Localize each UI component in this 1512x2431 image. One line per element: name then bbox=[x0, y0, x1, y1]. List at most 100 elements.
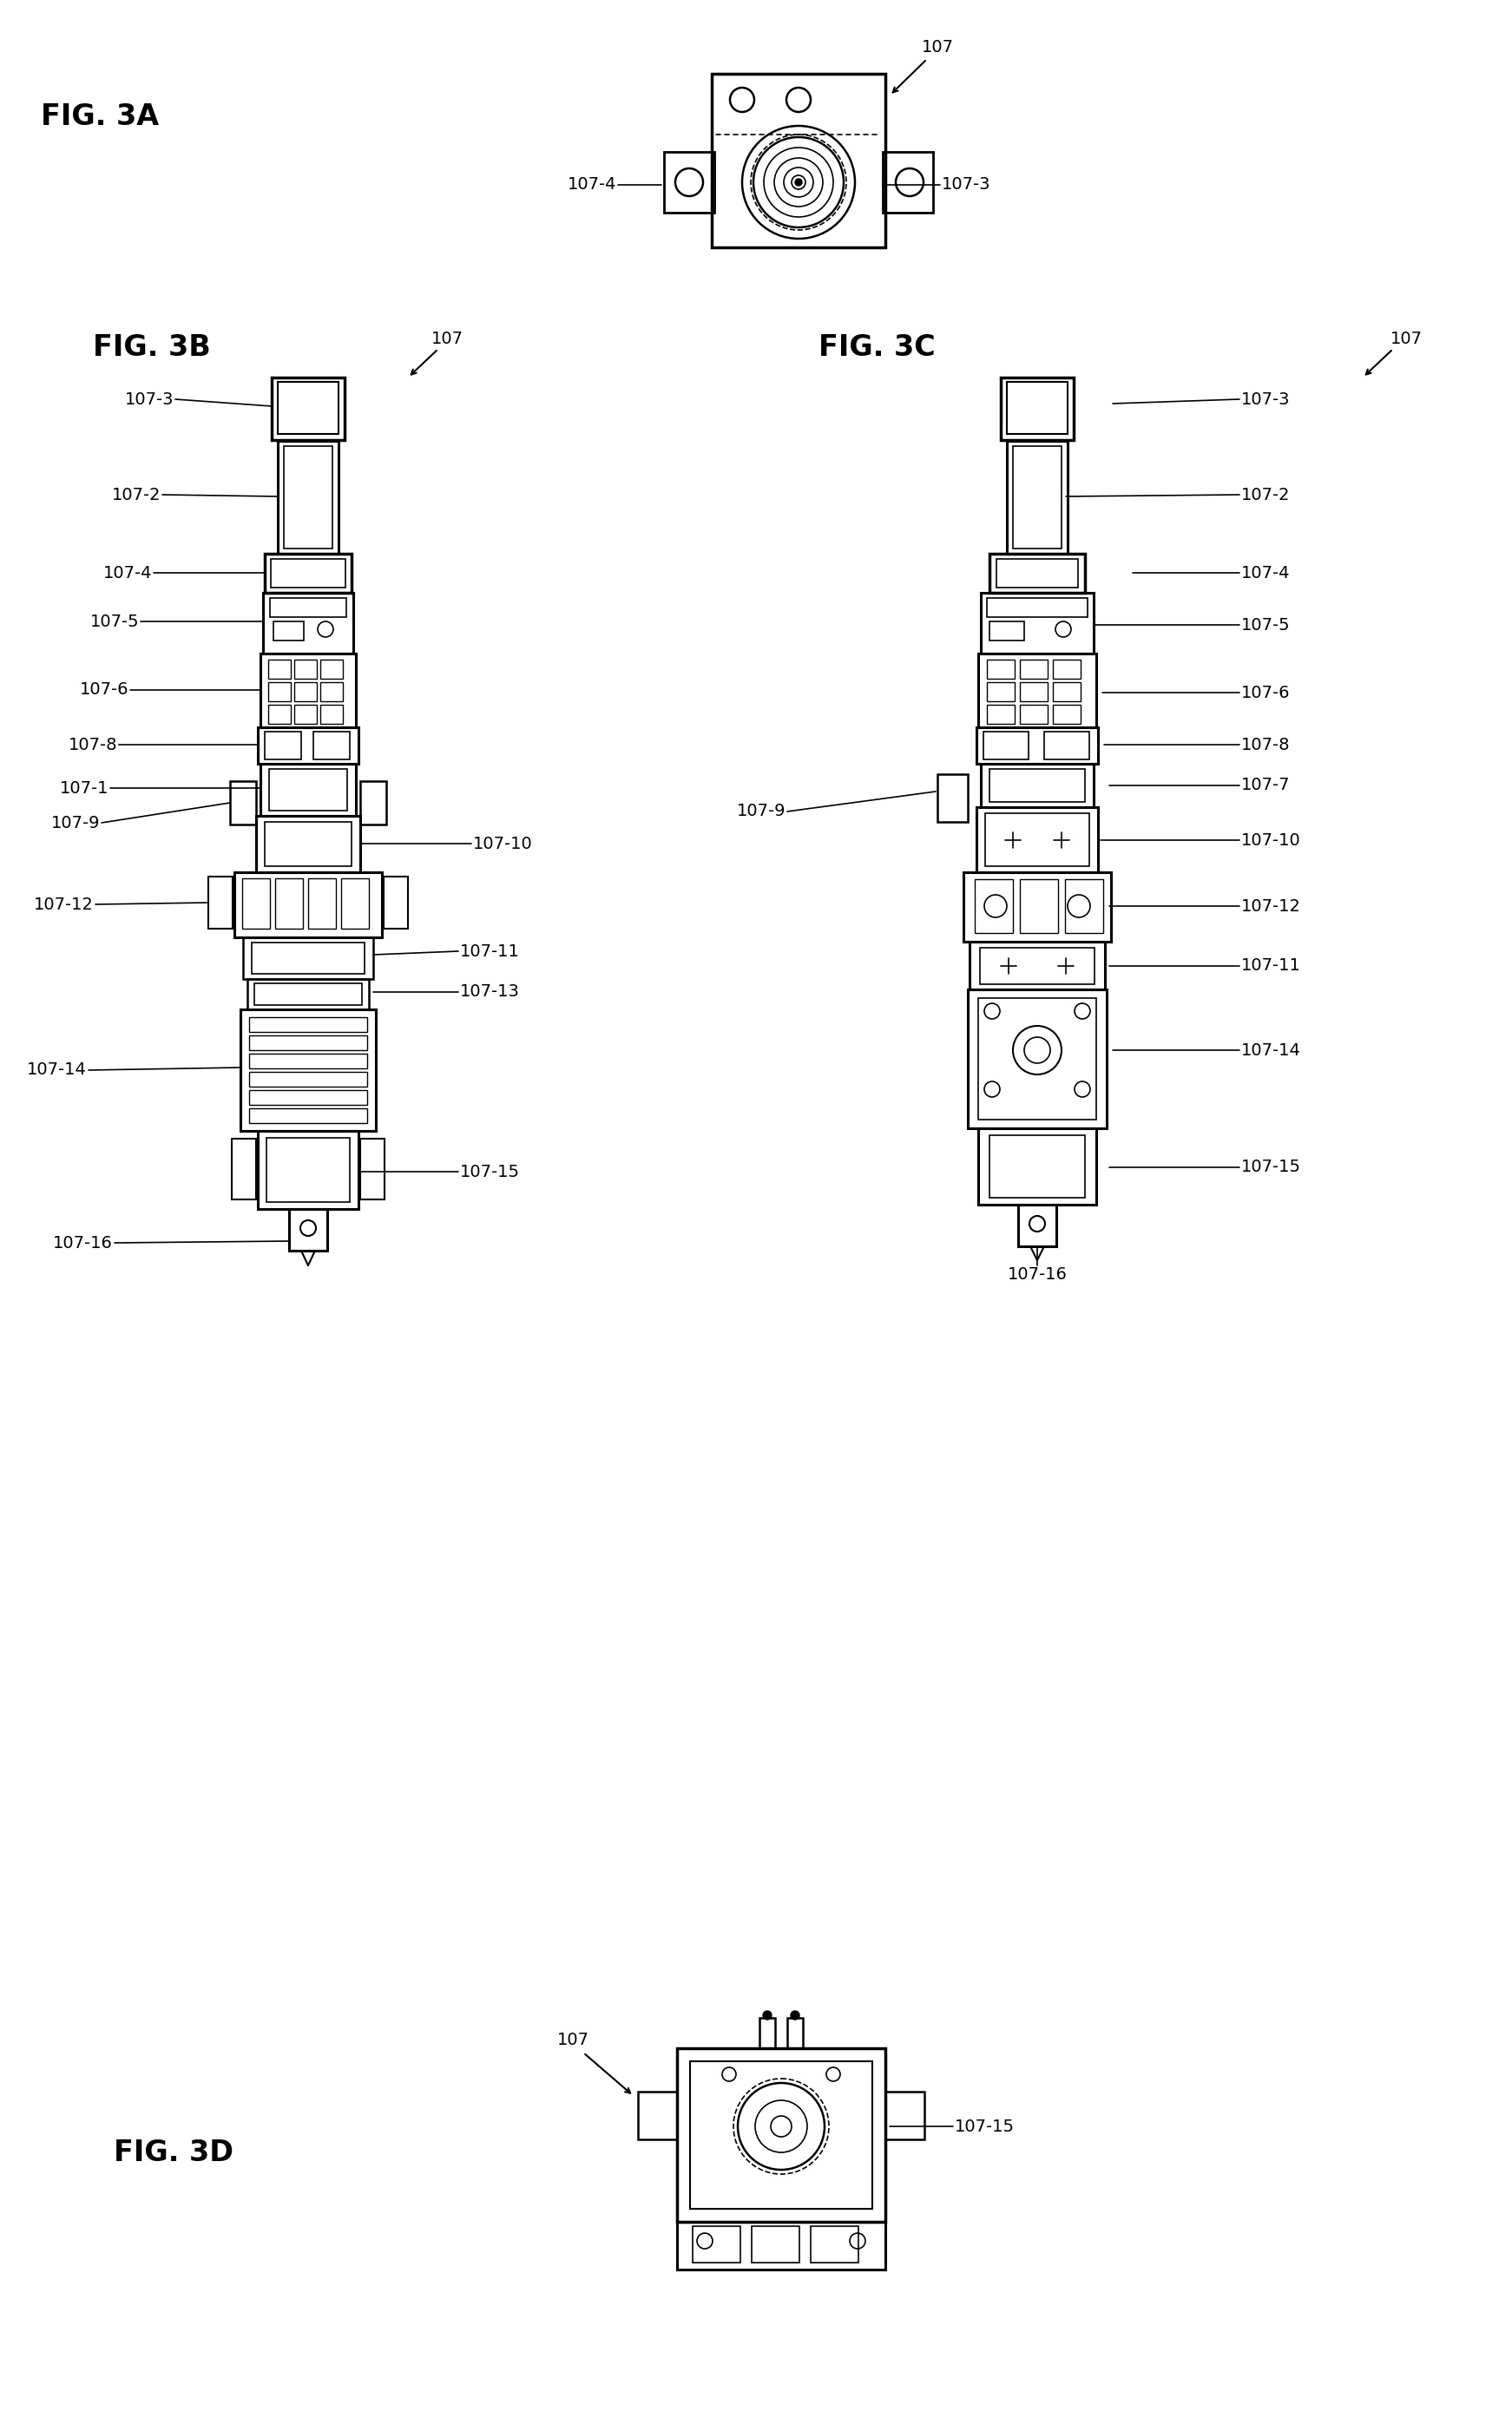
Bar bbox=[275, 878, 302, 929]
Bar bbox=[256, 817, 360, 873]
Bar bbox=[968, 989, 1107, 1128]
Bar bbox=[342, 878, 369, 929]
Bar bbox=[664, 151, 714, 211]
Bar bbox=[248, 980, 369, 1009]
Text: 107-4: 107-4 bbox=[103, 564, 151, 581]
Bar bbox=[978, 654, 1096, 727]
Text: 107-5: 107-5 bbox=[89, 613, 139, 630]
Bar bbox=[759, 2018, 776, 2049]
Bar bbox=[278, 382, 339, 435]
Circle shape bbox=[764, 2010, 771, 2020]
Bar bbox=[269, 768, 348, 810]
Bar bbox=[230, 780, 256, 824]
Bar bbox=[268, 659, 290, 678]
Bar bbox=[689, 2061, 872, 2210]
Text: 107-9: 107-9 bbox=[51, 814, 100, 831]
Text: 107-10: 107-10 bbox=[473, 836, 532, 851]
Bar bbox=[231, 1138, 256, 1198]
Bar bbox=[243, 938, 373, 980]
Bar bbox=[313, 732, 349, 758]
Bar bbox=[1001, 377, 1074, 440]
Text: 107-8: 107-8 bbox=[1241, 737, 1290, 754]
Text: 107-14: 107-14 bbox=[27, 1062, 86, 1079]
Bar bbox=[1021, 880, 1058, 934]
Text: 107-14: 107-14 bbox=[1241, 1043, 1300, 1057]
Bar bbox=[295, 659, 318, 678]
Bar bbox=[977, 807, 1098, 873]
Text: 107-3: 107-3 bbox=[1241, 391, 1290, 408]
Text: 107-6: 107-6 bbox=[1241, 686, 1290, 700]
Text: FIG. 3A: FIG. 3A bbox=[41, 102, 159, 131]
Bar bbox=[260, 654, 355, 727]
Bar bbox=[234, 873, 383, 938]
Bar bbox=[1018, 1206, 1057, 1247]
Bar bbox=[321, 683, 343, 700]
Bar bbox=[249, 1072, 367, 1087]
Bar bbox=[284, 447, 333, 549]
Text: 107-2: 107-2 bbox=[112, 486, 160, 503]
Bar bbox=[271, 598, 346, 617]
Bar bbox=[975, 880, 1013, 934]
Bar bbox=[321, 659, 343, 678]
Bar bbox=[989, 1135, 1086, 1198]
Circle shape bbox=[791, 2010, 800, 2020]
Text: 107-1: 107-1 bbox=[59, 780, 109, 797]
Bar bbox=[986, 814, 1089, 865]
Bar bbox=[987, 683, 1015, 700]
Bar bbox=[987, 659, 1015, 678]
Bar bbox=[989, 768, 1086, 802]
Text: 107-15: 107-15 bbox=[1241, 1160, 1302, 1177]
Bar bbox=[1007, 382, 1067, 435]
Bar bbox=[384, 878, 408, 929]
Bar bbox=[1013, 447, 1061, 549]
Bar bbox=[274, 622, 304, 639]
Text: 107-15: 107-15 bbox=[460, 1164, 520, 1179]
Bar bbox=[810, 2227, 859, 2263]
Bar bbox=[257, 727, 358, 763]
Bar bbox=[638, 2091, 677, 2139]
Bar bbox=[1064, 880, 1104, 934]
Bar bbox=[249, 1109, 367, 1123]
Bar bbox=[308, 878, 336, 929]
Text: 107-13: 107-13 bbox=[460, 985, 520, 999]
Text: 107-11: 107-11 bbox=[1241, 958, 1300, 975]
Bar bbox=[249, 1089, 367, 1104]
Bar bbox=[271, 559, 345, 588]
Bar bbox=[295, 683, 318, 700]
Text: 107-7: 107-7 bbox=[1241, 778, 1290, 793]
Bar bbox=[265, 732, 301, 758]
Text: 107-3: 107-3 bbox=[942, 177, 990, 192]
Bar bbox=[1021, 659, 1048, 678]
Text: 107: 107 bbox=[921, 39, 954, 56]
Text: 107-16: 107-16 bbox=[53, 1235, 113, 1252]
Bar bbox=[980, 948, 1095, 985]
Bar bbox=[295, 705, 318, 724]
Bar bbox=[268, 683, 290, 700]
Text: 107-4: 107-4 bbox=[567, 177, 617, 192]
Bar bbox=[1021, 705, 1048, 724]
Text: 107: 107 bbox=[1390, 331, 1423, 348]
Text: 107: 107 bbox=[556, 2032, 588, 2047]
Text: 107-2: 107-2 bbox=[1241, 486, 1290, 503]
Bar bbox=[978, 1128, 1096, 1206]
Bar bbox=[1052, 705, 1081, 724]
Text: 107-6: 107-6 bbox=[80, 681, 129, 698]
Text: 107-3: 107-3 bbox=[124, 391, 174, 408]
Bar bbox=[249, 1036, 367, 1050]
Bar bbox=[969, 941, 1105, 989]
Bar bbox=[278, 440, 339, 554]
Bar bbox=[1007, 440, 1067, 554]
Text: 107-12: 107-12 bbox=[1241, 897, 1300, 914]
Bar bbox=[1052, 659, 1081, 678]
Bar bbox=[257, 1130, 358, 1208]
Text: 107-4: 107-4 bbox=[1241, 564, 1290, 581]
Bar bbox=[254, 982, 361, 1004]
Bar bbox=[260, 763, 355, 817]
Bar bbox=[360, 780, 386, 824]
Bar bbox=[251, 943, 364, 975]
Bar bbox=[240, 1009, 376, 1130]
Bar bbox=[1052, 683, 1081, 700]
Bar bbox=[977, 727, 1098, 763]
Bar bbox=[677, 2049, 886, 2222]
Bar bbox=[981, 593, 1093, 654]
